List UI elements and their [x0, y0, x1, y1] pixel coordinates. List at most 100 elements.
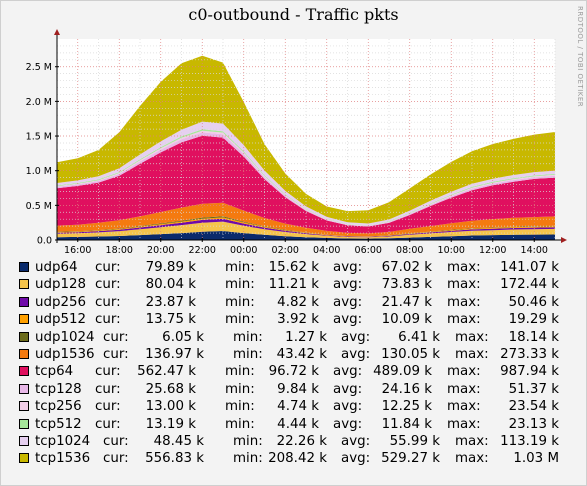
x-tick-label: 14:00 [521, 245, 548, 256]
legend-min-label: min: [233, 346, 263, 362]
legend-cur-label: cur: [95, 416, 121, 432]
y-axis-arrow [54, 29, 60, 35]
legend-swatch [19, 296, 29, 307]
area-tcp64 [57, 135, 555, 234]
legend-series-name: udp128 [35, 277, 87, 293]
legend-min-label: min: [225, 260, 255, 275]
legend-min-value: 11.21 k [268, 277, 319, 293]
legend-max-value: 23.54 k [508, 399, 559, 415]
chart-title: c0-outbound - Traffic pkts [188, 5, 399, 24]
legend-cur-label: cur: [95, 399, 121, 415]
x-tick-label: 16:00 [64, 245, 91, 256]
legend-avg-label: avg: [333, 416, 363, 432]
legend-row-tcp1024: tcp1024 cur: 48.45 k min: 22.26 k avg: 55.99 k… [19, 433, 579, 450]
legend-max-value: 23.13 k [508, 416, 559, 432]
legend-avg-value: 489.09 k [373, 364, 432, 380]
legend-swatch [19, 418, 29, 429]
legend-max-label: max: [447, 260, 481, 275]
legend-avg-label: avg: [333, 260, 363, 275]
x-tick-label: 08:00 [396, 245, 423, 256]
legend-max-label: max: [447, 416, 481, 432]
legend-max-label: max: [455, 346, 489, 362]
legend-row-udp128: udp128 cur: 80.04 k min: 11.21 k avg: 73.83 k m… [19, 276, 579, 293]
y-tick-label: 1.0 M [26, 166, 52, 177]
legend-series-name: udp64 [35, 260, 78, 275]
legend-cur-value: 25.68 k [145, 381, 196, 397]
rrdtool-watermark: RRDTOOL / TOBI OETIKER [576, 6, 584, 108]
legend-series-name: tcp128 [35, 381, 82, 397]
legend-avg-value: 12.25 k [381, 399, 432, 415]
legend-row-tcp128: tcp128 cur: 25.68 k min: 9.84 k avg: 24.16 k ma… [19, 381, 579, 398]
legend-min-label: min: [225, 294, 255, 310]
legend-max-label: max: [447, 381, 481, 397]
legend-series-name: tcp256 [35, 399, 82, 415]
legend-cur-label: cur: [103, 329, 129, 345]
legend-series-name: udp256 [35, 294, 87, 310]
legend-cur-label: cur: [95, 312, 121, 328]
area-udp256 [57, 218, 555, 238]
legend-cur-label: cur: [95, 364, 121, 380]
legend-cur-label: cur: [103, 346, 129, 362]
legend-row-tcp64: tcp64 cur: 562.47 k min: 96.72 k avg: 489.09 k… [19, 363, 579, 380]
legend-swatch [19, 453, 29, 464]
legend-row-tcp1536: tcp1536 cur: 556.83 k min: 208.42 k avg: 529.2… [19, 450, 579, 467]
legend-min-label: min: [225, 364, 255, 380]
x-tick-label: 12:00 [479, 245, 506, 256]
legend-series-name: tcp1024 [35, 433, 91, 449]
legend-avg-value: 21.47 k [381, 294, 432, 310]
legend-cur-label: cur: [95, 277, 121, 293]
legend-swatch [19, 314, 29, 325]
legend-min-value: 9.84 k [277, 381, 319, 397]
legend-series-name: udp1536 [35, 346, 95, 362]
legend-max-value: 141.07 k [500, 260, 559, 275]
legend-avg-label: avg: [333, 294, 363, 310]
legend-min-label: min: [225, 312, 255, 328]
legend-min-value: 4.44 k [277, 416, 319, 432]
legend-avg-label: avg: [333, 277, 363, 293]
legend-max-value: 19.29 k [508, 312, 559, 328]
legend-cur-value: 13.75 k [145, 312, 196, 328]
legend-min-label: min: [233, 329, 263, 345]
legend-series-name: tcp512 [35, 416, 82, 432]
legend-cur-value: 48.45 k [153, 433, 204, 449]
legend-cur-label: cur: [95, 260, 121, 275]
x-tick-label: 04:00 [313, 245, 340, 256]
area-tcp1536 [57, 55, 555, 224]
area-udp1536 [57, 202, 555, 237]
legend-min-label: min: [225, 277, 255, 293]
legend-cur-value: 13.00 k [145, 399, 196, 415]
legend-cur-label: cur: [95, 294, 121, 310]
legend-cur-value: 556.83 k [145, 451, 204, 467]
legend-avg-label: avg: [333, 381, 363, 397]
legend-max-value: 18.14 k [508, 329, 559, 345]
chart-plot: 0.0 0.5 M 1.0 M 1.5 M 2.0 M 2.5 M 16:00 18:00 2… [26, 29, 567, 256]
legend-max-label: max: [455, 329, 489, 345]
legend-cur-label: cur: [103, 433, 129, 449]
legend-max-label: max: [447, 294, 481, 310]
legend-max-value: 172.44 k [500, 277, 559, 293]
legend-swatch [19, 383, 29, 394]
x-tick-label: 00:00 [230, 245, 257, 256]
legend-series-name: tcp1536 [35, 451, 91, 467]
legend-swatch [19, 331, 29, 342]
legend-max-value: 113.19 k [500, 433, 559, 449]
y-tick-label: 0.0 [37, 236, 52, 247]
legend-row-udp1536: udp1536 cur: 136.97 k min: 43.42 k avg: 130.05… [19, 346, 579, 363]
legend-avg-value: 130.05 k [381, 346, 440, 362]
legend-min-value: 4.82 k [277, 294, 319, 310]
x-tick-label: 22:00 [189, 245, 216, 256]
legend-swatch [19, 366, 29, 377]
legend-swatch [19, 435, 29, 446]
legend-cur-value: 79.89 k [145, 260, 196, 275]
legend-cur-label: cur: [95, 381, 121, 397]
legend-swatch [19, 401, 29, 412]
legend-row-udp512: udp512 cur: 13.75 k min: 3.92 k avg: 10.09 k ma… [19, 311, 579, 328]
legend-max-label: max: [447, 312, 481, 328]
legend-max-value: 273.33 k [500, 346, 559, 362]
legend-min-label: min: [225, 399, 255, 415]
legend-avg-value: 10.09 k [381, 312, 432, 328]
legend-min-value: 208.42 k [268, 451, 327, 467]
legend-swatch [19, 348, 29, 359]
legend-max-label: max: [455, 451, 489, 467]
legend-min-value: 15.62 k [268, 260, 319, 275]
